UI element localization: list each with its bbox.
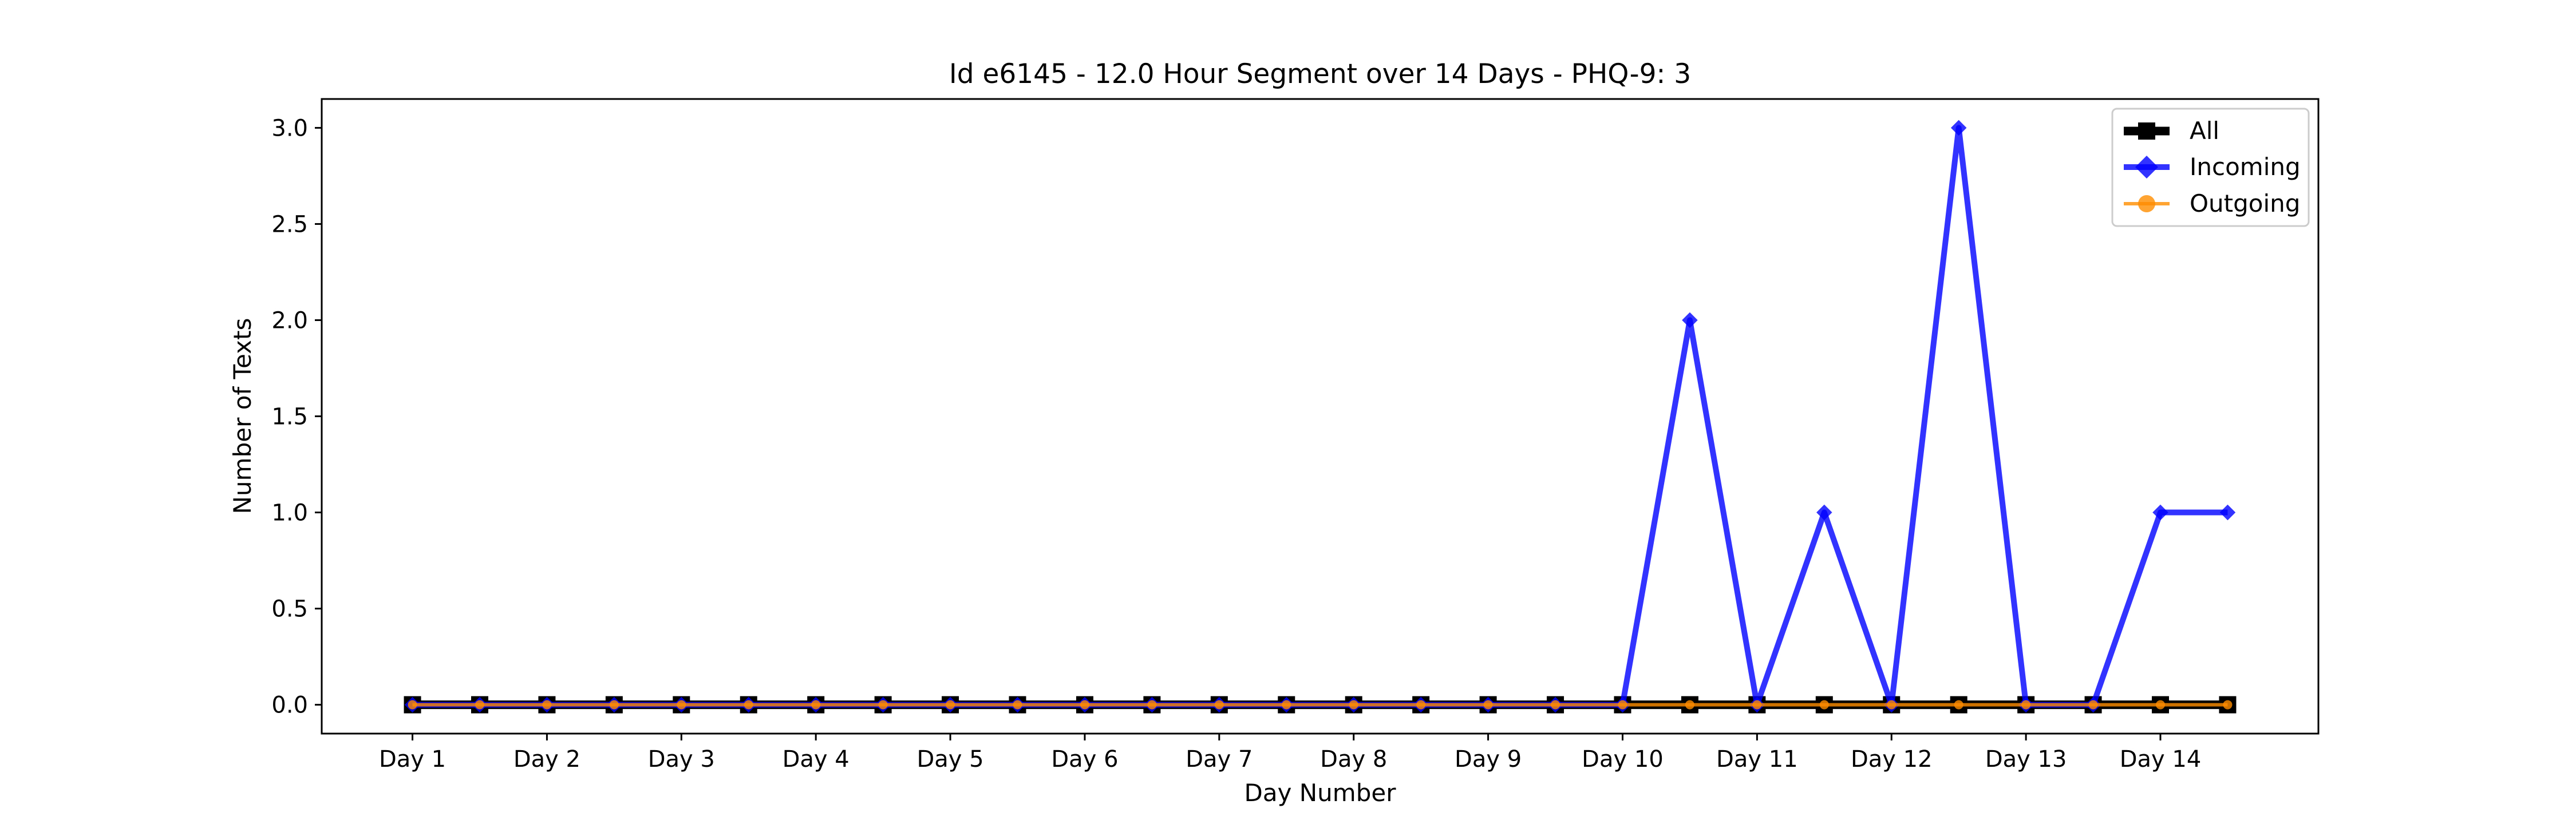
data-point-outgoing: [1685, 700, 1694, 710]
legend-box: [2111, 108, 2310, 227]
series-line-incoming: [412, 125, 2228, 708]
data-point-outgoing: [1819, 700, 1829, 710]
y-tick-label: 2.0: [271, 307, 308, 334]
legend-all-label: All: [2190, 117, 2219, 145]
data-point-outgoing: [1483, 700, 1493, 710]
legend-all-marker: [2138, 122, 2155, 140]
y-axis: 0.0 0.5 1.0 1.5 2.0 2.5 3.0: [271, 115, 322, 719]
x-axis-label: Day Number: [1244, 779, 1396, 807]
y-tick-label: 1.0: [271, 500, 308, 526]
x-tick-label: Day 3: [648, 746, 715, 772]
data-point-outgoing: [811, 700, 821, 710]
x-tick-label: Day 11: [1716, 746, 1798, 772]
legend-outgoing-marker: [2138, 195, 2155, 212]
x-tick-label: Day 13: [1985, 746, 2067, 772]
x-tick-label: Day 12: [1851, 746, 1933, 772]
legend: All Incoming Outgoing: [2111, 108, 2310, 227]
data-point-outgoing: [1013, 700, 1022, 710]
legend-outgoing-label: Outgoing: [2190, 189, 2300, 217]
data-point-outgoing: [1618, 700, 1627, 710]
data-point-outgoing: [744, 700, 753, 710]
x-tick-label: Day 2: [513, 746, 580, 772]
data-point-outgoing: [878, 700, 888, 710]
y-axis-label: Number of Texts: [228, 318, 256, 514]
data-point-incoming: [2219, 504, 2236, 521]
y-tick-label: 2.5: [271, 211, 308, 237]
x-tick-label: Day 1: [379, 746, 446, 772]
x-tick-label: Day 8: [1320, 746, 1387, 772]
legend-incoming-marker: [2135, 156, 2158, 179]
x-tick-label: Day 5: [916, 746, 983, 772]
data-point-incoming: [1816, 504, 1832, 521]
x-axis: Day 1 Day 2 Day 3 Day 4 Day 5 Day 6 Day 7 Day 8…: [379, 734, 2201, 772]
data-point-outgoing: [1282, 700, 1291, 710]
y-tick-label: 3.0: [271, 115, 308, 141]
data-point-outgoing: [1752, 700, 1762, 710]
data-point-outgoing: [2223, 700, 2233, 710]
data-point-outgoing: [677, 700, 686, 710]
data-point-incoming: [2152, 504, 2168, 521]
data-point-outgoing: [2156, 700, 2166, 710]
data-point-outgoing: [408, 700, 417, 710]
data-point-outgoing: [2088, 700, 2098, 710]
data-point-outgoing: [1349, 700, 1358, 710]
data-point-outgoing: [1954, 700, 1963, 710]
legend-incoming-label: Incoming: [2190, 153, 2301, 181]
data-point-outgoing: [475, 700, 484, 710]
data-point-outgoing: [1551, 700, 1560, 710]
data-point-incoming: [1682, 312, 1698, 328]
series-layer: [404, 120, 2237, 714]
chart-title: Id e6145 - 12.0 Hour Segment over 14 Day…: [949, 58, 1691, 90]
x-tick-label: Day 9: [1455, 746, 1522, 772]
y-tick-label: 0.5: [271, 596, 308, 623]
data-point-outgoing: [1147, 700, 1157, 710]
x-tick-label: Day 6: [1051, 746, 1118, 772]
x-tick-label: Day 7: [1186, 746, 1253, 772]
data-point-outgoing: [542, 700, 552, 710]
data-point-outgoing: [1887, 700, 1897, 710]
data-point-outgoing: [1416, 700, 1426, 710]
data-point-outgoing: [1214, 700, 1224, 710]
data-point-outgoing: [2021, 700, 2031, 710]
data-point-outgoing: [946, 700, 955, 710]
y-tick-label: 1.5: [271, 404, 308, 430]
x-tick-label: Day 10: [1582, 746, 1664, 772]
data-point-incoming: [1950, 120, 1967, 136]
data-point-outgoing: [1080, 700, 1089, 710]
data-point-outgoing: [609, 700, 619, 710]
y-tick-label: 0.0: [271, 692, 308, 719]
x-tick-label: Day 14: [2120, 746, 2202, 772]
x-tick-label: Day 4: [783, 746, 850, 772]
